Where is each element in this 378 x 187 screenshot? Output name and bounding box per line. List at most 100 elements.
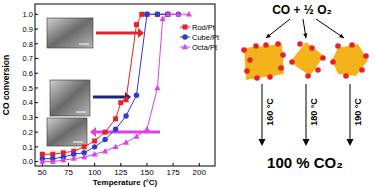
scheme-arrow-head: [266, 34, 271, 38]
tem-inset: [47, 18, 93, 48]
legend-label: Rod/Pt: [192, 23, 216, 32]
y-tick-label: 0.6: [23, 69, 33, 78]
x-tick: [146, 163, 147, 166]
data-point: [144, 12, 149, 17]
series-line: [42, 14, 168, 154]
tem-inset: [47, 118, 87, 146]
pt-particle: [363, 53, 369, 59]
data-point: [102, 148, 108, 153]
data-point: [113, 126, 118, 131]
pt-particle: [343, 73, 349, 79]
y-tick: [35, 117, 38, 118]
y-tick-label: 0.0: [23, 157, 33, 166]
data-point: [134, 133, 140, 138]
data-point: [103, 130, 108, 135]
scheme-arrow-head: [303, 33, 307, 38]
data-point: [134, 93, 139, 98]
scale-bar: [79, 44, 89, 45]
data-point: [39, 158, 45, 163]
scheme-arrow-head: [347, 139, 354, 146]
data-point: [123, 139, 129, 144]
data-point: [60, 157, 66, 162]
y-tick: [35, 102, 38, 103]
data-point: [134, 22, 139, 27]
data-point: [139, 12, 144, 17]
y-tick: [35, 29, 38, 30]
legend-marker: [182, 44, 188, 49]
data-group: [39, 11, 192, 164]
data-point: [165, 11, 171, 16]
x-tick-label: 200: [193, 168, 207, 177]
x-tick: [173, 163, 174, 166]
y-tick: [35, 58, 38, 59]
cube-shape: [290, 42, 324, 76]
pt-particle: [278, 65, 284, 71]
data-point: [92, 138, 97, 143]
pt-particle: [315, 67, 321, 73]
pt-particle: [335, 43, 341, 49]
scheme-arrow: [262, 84, 263, 140]
data-point: [186, 11, 192, 16]
pt-particle: [241, 47, 247, 53]
y-tick: [35, 146, 38, 147]
scheme-arrow: [316, 19, 344, 38]
x-tick: [68, 163, 69, 166]
y-tick-label: 0.2: [23, 128, 33, 137]
scheme-arrow-head: [259, 139, 266, 146]
pt-particle: [267, 74, 273, 80]
pt-particle: [254, 75, 260, 81]
y-tick-label: 0.3: [23, 113, 33, 122]
legend-marker: [183, 25, 188, 30]
data-point: [123, 113, 128, 118]
scheme-arrow-head: [303, 139, 310, 146]
pt-particle: [359, 67, 365, 73]
data-point: [92, 144, 97, 149]
y-tick-label: 0.7: [23, 54, 33, 63]
x-tick: [94, 163, 95, 166]
y-tick: [35, 132, 38, 133]
pt-particle: [280, 52, 286, 58]
x-tick: [199, 163, 200, 166]
x-tick-label: 175: [166, 168, 180, 177]
arrow-head: [90, 127, 96, 137]
pt-particle: [253, 43, 259, 49]
x-tick-label: 100: [88, 168, 102, 177]
legend: Rod/PtCube/PtOcta/Pt: [180, 23, 220, 52]
scheme-arrow-head: [339, 34, 344, 38]
y-tick-label: 0.1: [23, 143, 33, 152]
pt-particle: [320, 55, 326, 61]
data-point: [92, 151, 98, 156]
arrow-shaft: [93, 96, 125, 99]
x-tick-label: 125: [114, 168, 128, 177]
legend-label: Cube/Pt: [192, 33, 220, 42]
x-axis-title: Temperature (°C): [93, 178, 158, 187]
x-tick-label: 150: [140, 168, 154, 177]
pt-particle: [305, 73, 311, 79]
x-tick: [120, 163, 121, 166]
y-tick-label: 1.0: [23, 10, 33, 19]
temperature-label: 160 °C: [265, 98, 275, 126]
y-tick: [35, 43, 38, 44]
legend-marker: [182, 34, 187, 39]
y-tick-label: 0.4: [23, 98, 33, 107]
arrow-head: [138, 28, 144, 38]
data-point: [155, 12, 160, 17]
data-point: [118, 100, 123, 105]
series-line: [42, 14, 189, 161]
data-point: [144, 126, 150, 131]
arrow: [96, 28, 144, 38]
y-tick: [35, 87, 38, 88]
data-point: [165, 12, 170, 17]
pt-particle: [330, 59, 336, 65]
pt-particle: [263, 42, 269, 48]
data-point: [113, 144, 119, 149]
pt-particle: [289, 59, 295, 65]
temperature-label: 190 °C: [353, 98, 363, 126]
scheme: CO + ½ O₂160 °C180 °C190 °C100 % CO₂: [241, 3, 369, 171]
data-point: [124, 97, 129, 102]
scheme-arrow: [306, 84, 307, 140]
pt-particle: [309, 45, 315, 51]
pt-particle: [275, 41, 281, 47]
data-point: [81, 154, 87, 159]
pt-particle: [349, 42, 355, 48]
